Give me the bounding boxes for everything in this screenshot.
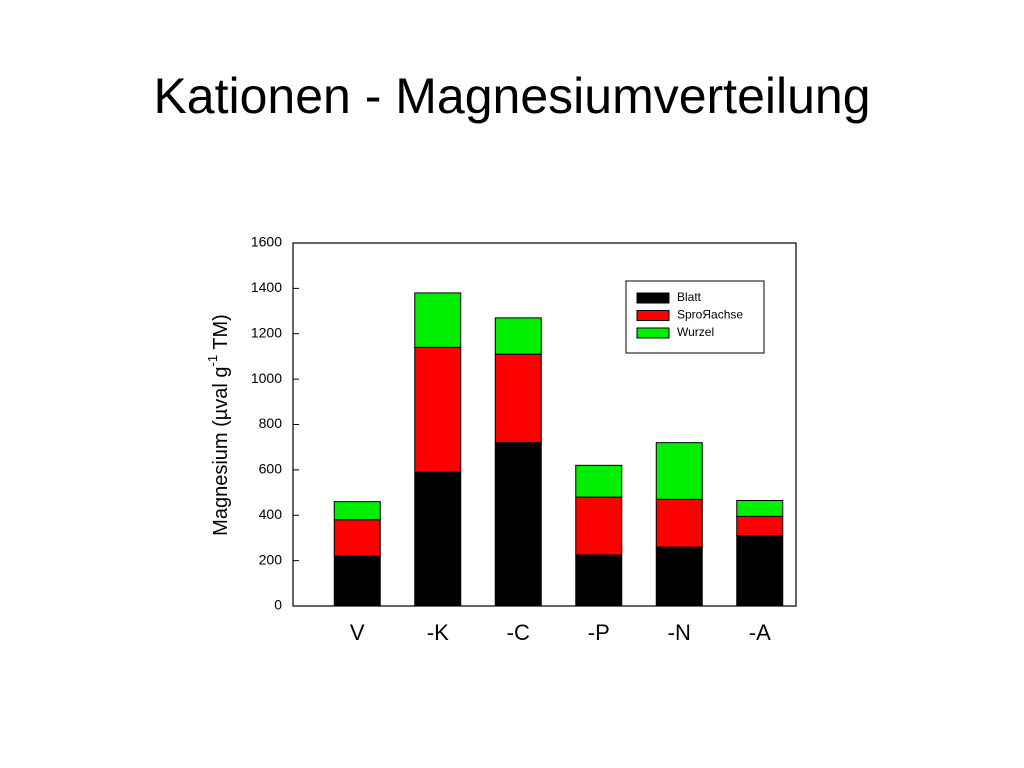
x-tick-label: -P bbox=[588, 620, 610, 645]
y-label-text: Magnesium (µval g bbox=[210, 366, 232, 535]
y-tick-label: 1600 bbox=[251, 234, 282, 250]
bar-segment bbox=[655, 442, 703, 500]
bar-segment bbox=[333, 501, 381, 521]
bar-segment bbox=[414, 346, 462, 473]
legend-label: Wurzel bbox=[677, 325, 714, 339]
bar-segment bbox=[494, 353, 542, 444]
bar-segment bbox=[736, 500, 784, 517]
bar-segment bbox=[575, 496, 623, 556]
slide-title: Kationen - Magnesiumverteilung bbox=[153, 68, 870, 124]
legend-label: SproЯachse bbox=[677, 308, 743, 322]
y-tick-label: 400 bbox=[259, 506, 283, 522]
bar-segment bbox=[575, 554, 623, 607]
legend-label: Blatt bbox=[677, 290, 702, 304]
x-tick-label: -K bbox=[427, 620, 449, 645]
bar-segment bbox=[736, 515, 784, 537]
bar-segment bbox=[494, 442, 542, 607]
bar-segment bbox=[655, 498, 703, 548]
bar-segment bbox=[333, 555, 381, 607]
y-label-suffix: TM) bbox=[210, 314, 232, 355]
bar-segment bbox=[414, 292, 462, 348]
y-tick-label: 0 bbox=[274, 597, 282, 613]
y-axis-label: Magnesium (µval g-1 TM) bbox=[205, 314, 232, 536]
bar-segment bbox=[575, 464, 623, 498]
legend-swatch bbox=[636, 327, 670, 339]
x-tick-label: -N bbox=[668, 620, 691, 645]
bar-segment bbox=[655, 546, 703, 607]
y-tick-label: 800 bbox=[259, 415, 283, 431]
legend-box bbox=[625, 280, 765, 354]
bar-segment bbox=[494, 317, 542, 355]
bar-segment bbox=[414, 471, 462, 607]
x-tick-label: V bbox=[350, 620, 365, 645]
x-tick-label: -A bbox=[749, 620, 771, 645]
bar-segment bbox=[333, 519, 381, 557]
plot-frame bbox=[292, 242, 797, 607]
y-tick-label: 1000 bbox=[251, 370, 282, 386]
bar-segment bbox=[736, 535, 784, 607]
y-tick-label: 1200 bbox=[251, 324, 282, 340]
y-tick-label: 600 bbox=[259, 461, 283, 477]
y-tick-label: 1400 bbox=[251, 279, 282, 295]
x-tick-label: -C bbox=[507, 620, 530, 645]
legend-swatch bbox=[636, 292, 670, 304]
y-label-superscript: -1 bbox=[205, 355, 220, 367]
legend-swatch bbox=[636, 310, 670, 321]
y-tick-label: 200 bbox=[259, 551, 283, 567]
